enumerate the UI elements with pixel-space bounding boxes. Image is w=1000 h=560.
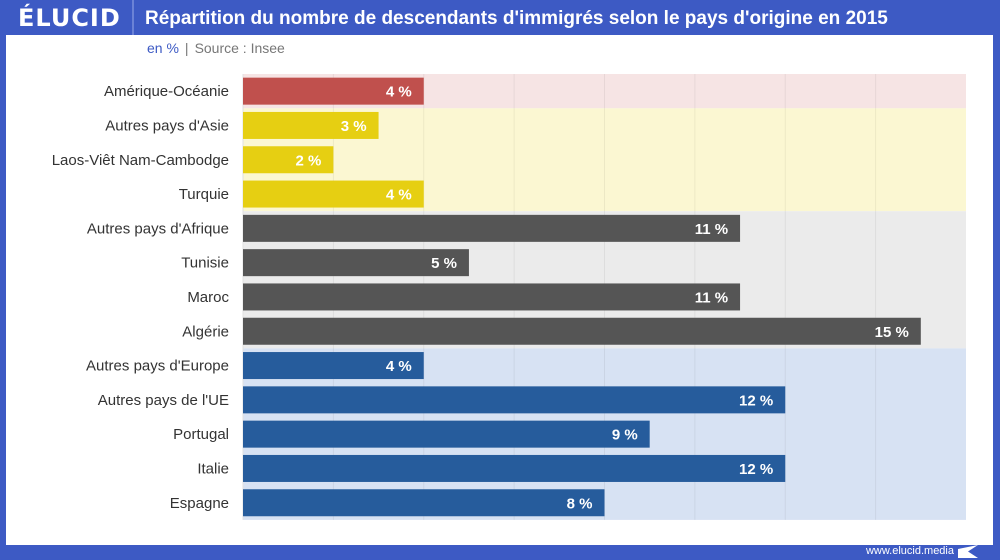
category-label: Laos-Viêt Nam-Cambodge [52, 152, 229, 169]
header-bar: ÉLUCID Répartition du nombre de descenda… [0, 0, 1000, 35]
bar [243, 111, 379, 139]
value-label: 15 % [875, 324, 909, 341]
bar [243, 454, 786, 482]
value-label: 4 % [386, 187, 412, 204]
value-label: 12 % [739, 461, 773, 478]
category-label: Turquie [179, 186, 229, 203]
bar [243, 146, 334, 174]
elucid-flag-icon [958, 545, 978, 558]
bar [243, 77, 424, 105]
category-label: Amérique-Océanie [104, 83, 229, 100]
category-label: Autres pays d'Asie [105, 117, 229, 134]
bar-chart: Amérique-Océanie 4 % Autres pays d'Asie 3 %… [52, 74, 966, 520]
value-label: 9 % [612, 427, 638, 444]
bar [243, 214, 741, 242]
category-label: Algérie [182, 323, 229, 340]
category-label: Autres pays d'Europe [86, 358, 229, 375]
header-divider [132, 0, 134, 35]
chart-subtitle: en % | Source : Insee [147, 39, 285, 57]
category-label: Autres pays de l'UE [98, 392, 229, 409]
category-label: Espagne [170, 495, 229, 512]
bar [243, 386, 786, 414]
unit-label: en % [147, 40, 179, 56]
category-label: Tunisie [181, 255, 229, 272]
value-label: 11 % [695, 221, 728, 238]
value-label: 4 % [386, 84, 412, 101]
bar [243, 352, 424, 380]
category-label: Portugal [173, 426, 229, 443]
value-label: 4 % [386, 358, 412, 375]
source-label: Source : Insee [194, 40, 285, 56]
footer-url[interactable]: www.elucid.media [865, 545, 954, 557]
subtitle-separator: | [184, 40, 189, 56]
bar [243, 283, 741, 311]
category-label: Italie [197, 460, 229, 477]
bar [243, 249, 469, 277]
bar [243, 180, 424, 208]
value-label: 3 % [341, 118, 367, 135]
bar [243, 420, 650, 448]
value-label: 2 % [296, 152, 322, 169]
category-label: Maroc [187, 289, 229, 306]
value-label: 8 % [567, 495, 593, 512]
value-label: 12 % [739, 392, 773, 409]
value-label: 5 % [431, 255, 457, 272]
value-label: 11 % [695, 289, 728, 306]
bar [243, 317, 921, 345]
bar [243, 489, 605, 517]
chart-title: Répartition du nombre de descendants d'i… [145, 8, 888, 29]
footer: www.elucid.media [866, 545, 978, 558]
elucid-logo: ÉLUCID [18, 4, 121, 32]
category-label: Autres pays d'Afrique [87, 220, 229, 237]
